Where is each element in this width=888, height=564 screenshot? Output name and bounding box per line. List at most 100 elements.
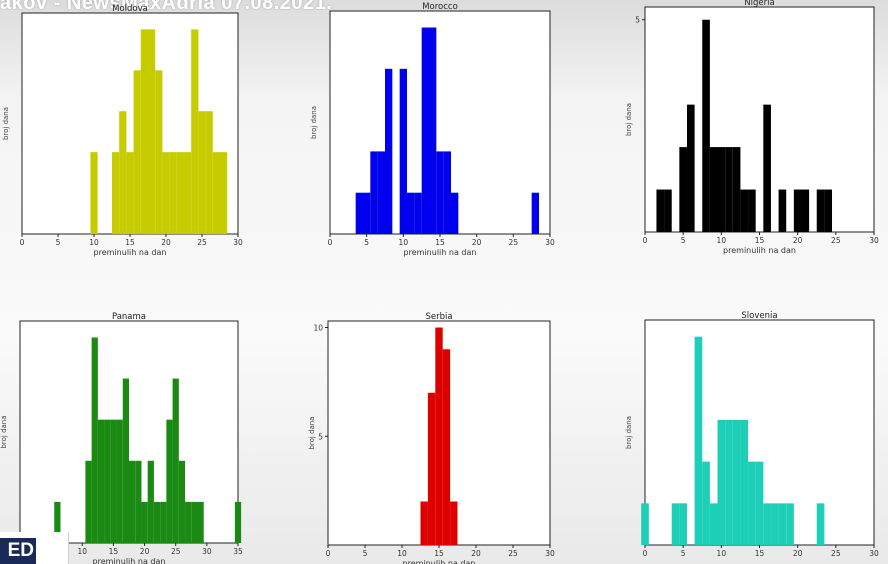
chart-nigeria-bar	[816, 189, 825, 232]
chart-slovenia-x-tick-label: 15	[755, 549, 765, 558]
chart-panama-bar	[97, 419, 105, 543]
chart-panama-x-tick-label: 15	[109, 547, 119, 556]
chart-panama-bar	[122, 378, 129, 543]
chart-panama-x-tick-label: 30	[202, 547, 212, 556]
chart-panama-x-tick-label: 10	[78, 547, 88, 556]
video-title-banner: akov - NewsMaxAdria 07.08.2021.	[0, 0, 888, 10]
chart-morocco-bar	[421, 27, 429, 234]
chart-serbia-bar	[420, 501, 428, 545]
chart-nigeria-x-tick-label: 0	[643, 236, 648, 245]
chart-serbia-x-tick-label: 25	[508, 549, 518, 558]
chart-serbia-x-label: preminulih na dan	[403, 559, 476, 564]
chart-moldova-x-label: preminulih na dan	[94, 248, 167, 257]
chart-morocco-x-tick-label: 20	[472, 238, 482, 247]
chart-morocco-bar	[451, 192, 459, 234]
chart-panama-bar	[191, 501, 198, 543]
chart-morocco-bar	[385, 68, 393, 234]
chart-morocco-bar	[363, 192, 371, 234]
chart-panama-bar	[116, 419, 123, 543]
chart-serbia-bar	[450, 501, 458, 545]
chart-morocco-bar	[407, 192, 415, 234]
chart-serbia-x-tick-label: 0	[326, 549, 331, 558]
chart-nigeria-x-tick-label: 25	[831, 236, 841, 245]
chart-nigeria-bar	[709, 147, 718, 232]
chart-morocco-bar	[429, 27, 437, 234]
chart-nigeria-title: Nigeria	[744, 0, 774, 8]
chart-serbia-title: Serbia	[425, 312, 452, 322]
chart-moldova-bar	[112, 152, 120, 234]
chart-moldova-bar	[133, 70, 141, 234]
chart-slovenia-bar	[786, 503, 794, 545]
chart-morocco-bar	[355, 192, 363, 234]
chart-nigeria-bar	[793, 189, 802, 232]
chart-nigeria-bar	[801, 189, 810, 232]
chart-moldova-x-tick-label: 10	[89, 238, 99, 247]
chart-morocco-title: Morocco	[422, 2, 458, 12]
chart-morocco-y-label: broj dana	[310, 106, 318, 139]
chart-moldova-bar	[90, 152, 98, 234]
chart-nigeria-bar	[679, 147, 687, 232]
chart-morocco-x-tick-label: 10	[399, 238, 409, 247]
chart-slovenia-bar	[694, 336, 703, 545]
chart-slovenia-panel: 0 5 10 15 20 25 30 Slovenia broj dana	[625, 311, 879, 558]
chart-morocco-bar	[370, 151, 378, 234]
chart-panama-bar	[91, 337, 98, 543]
chart-nigeria-x-tick-label: 15	[755, 236, 765, 245]
chart-moldova-bar	[176, 152, 184, 234]
chart-nigeria-bar	[748, 189, 756, 232]
chart-slovenia-x-tick-label: 5	[681, 549, 686, 558]
chart-morocco-bar	[443, 151, 451, 234]
chart-panama-bar	[178, 460, 186, 543]
chart-nigeria-bar	[656, 189, 665, 232]
chart-moldova-x-tick-label: 0	[20, 238, 25, 247]
chart-nigeria-x-tick-label: 30	[869, 236, 879, 245]
chart-panama-bar	[160, 501, 167, 543]
chart-panama-x-tick-label: 25	[171, 547, 181, 556]
chart-slovenia-bar	[740, 420, 749, 545]
chart-panama-title: Panama	[112, 312, 146, 322]
chart-morocco-bar	[399, 68, 407, 234]
chart-moldova-bar	[205, 111, 213, 234]
chart-panama-bar	[153, 501, 161, 543]
chart-slovenia-x-tick-label: 30	[869, 549, 879, 558]
chart-moldova-bar	[184, 152, 192, 234]
chart-moldova-bar	[191, 29, 199, 234]
chart-panama-bar	[141, 501, 148, 543]
chart-moldova-bar	[155, 70, 163, 234]
chart-moldova-x-tick-label: 15	[125, 238, 135, 247]
chart-serbia-panel: 0 5 10 15 20 25 30 5 10 Serbia preminulih na dan br…	[308, 312, 555, 564]
chart-nigeria-x-tick-label: 20	[793, 236, 803, 245]
chart-panama-x-tick-label: 20	[140, 547, 150, 556]
chart-serbia-x-tick-label: 15	[434, 549, 444, 558]
chart-moldova-y-label: broj dana	[2, 107, 10, 140]
chart-panama-bar	[172, 378, 179, 543]
chart-nigeria-bar	[717, 147, 726, 232]
chart-moldova-bar	[169, 152, 177, 234]
chart-morocco-x-tick-label: 0	[328, 238, 333, 247]
chart-morocco-bar	[531, 192, 539, 234]
chart-morocco-bar	[436, 151, 444, 234]
chart-nigeria-bar	[732, 147, 741, 232]
chart-moldova-bar	[220, 152, 228, 234]
chart-morocco-x-tick-label: 5	[364, 238, 369, 247]
chart-nigeria-bar	[725, 147, 733, 232]
channel-logo-text: ED	[0, 538, 36, 564]
chart-moldova-title: Moldova	[112, 4, 148, 14]
chart-nigeria-bar	[740, 189, 749, 232]
chart-serbia-y-tick-label: 5	[318, 432, 323, 441]
chart-slovenia-bar	[770, 503, 779, 545]
chart-panama-bar	[135, 460, 142, 543]
chart-moldova-bar	[148, 29, 156, 234]
chart-slovenia-bar	[679, 503, 687, 545]
chart-moldova-bar	[126, 152, 134, 234]
chart-slovenia-bar	[671, 503, 680, 545]
chart-serbia-x-tick-label: 5	[363, 549, 368, 558]
chart-slovenia-title: Slovenia	[741, 311, 777, 321]
chart-moldova-panel: 0 5 10 15 20 25 30 Moldova preminulih na dan broj…	[2, 4, 243, 257]
chart-panama-x-label: preminulih na dan	[93, 557, 166, 564]
chart-slovenia-x-tick-label: 0	[643, 549, 648, 558]
chart-nigeria-bar	[686, 104, 695, 232]
chart-serbia-bar	[427, 392, 436, 545]
chart-moldova-bar	[198, 111, 206, 234]
chart-nigeria-y-label: broj dana	[625, 103, 633, 136]
